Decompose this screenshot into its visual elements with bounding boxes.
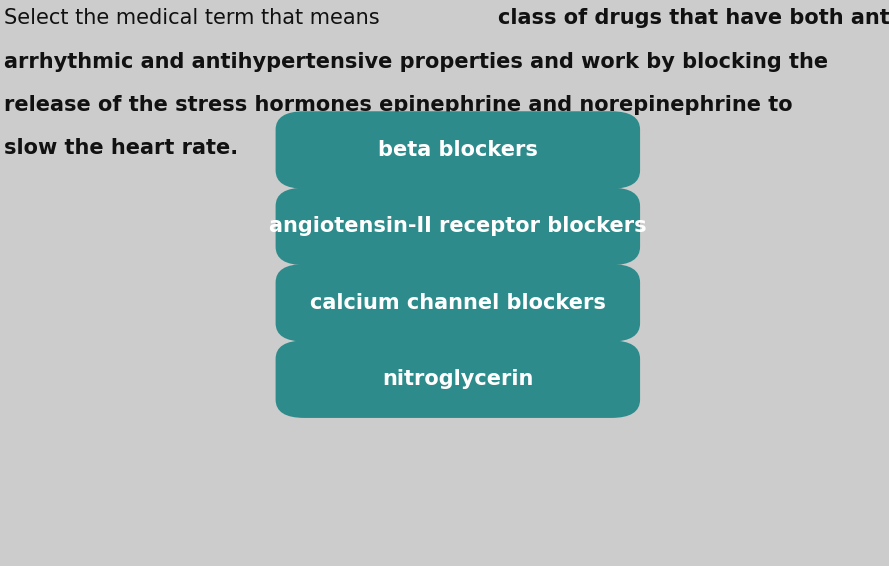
- Text: release of the stress hormones epinephrine and norepinephrine to: release of the stress hormones epinephri…: [4, 95, 793, 114]
- FancyBboxPatch shape: [276, 264, 640, 341]
- Text: angiotensin-II receptor blockers: angiotensin-II receptor blockers: [269, 216, 646, 237]
- FancyBboxPatch shape: [276, 112, 640, 188]
- Text: Select the medical term that means: Select the medical term that means: [4, 8, 387, 28]
- Text: arrhythmic and antihypertensive properties and work by blocking the: arrhythmic and antihypertensive properti…: [4, 52, 829, 71]
- FancyBboxPatch shape: [276, 341, 640, 418]
- Text: slow the heart rate.: slow the heart rate.: [4, 138, 238, 157]
- Text: class of drugs that have both anti-: class of drugs that have both anti-: [498, 8, 889, 28]
- FancyBboxPatch shape: [276, 188, 640, 265]
- Text: nitroglycerin: nitroglycerin: [382, 369, 533, 389]
- Text: calcium channel blockers: calcium channel blockers: [310, 293, 605, 313]
- Text: beta blockers: beta blockers: [378, 140, 538, 160]
